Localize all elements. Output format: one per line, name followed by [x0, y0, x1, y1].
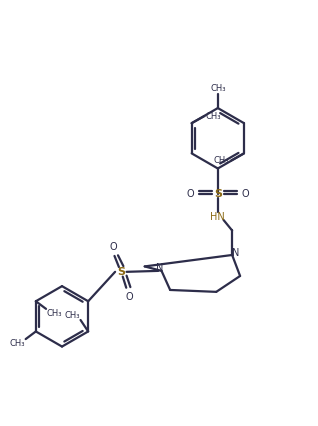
Text: CH₃: CH₃ [10, 340, 25, 348]
Text: O: O [187, 189, 195, 199]
Text: O: O [109, 242, 117, 252]
Text: CH₃: CH₃ [46, 309, 62, 318]
Text: O: O [125, 292, 133, 302]
Text: S: S [117, 267, 125, 277]
Text: CH₃: CH₃ [210, 83, 225, 92]
Text: N: N [232, 248, 240, 259]
Text: O: O [241, 189, 249, 199]
Text: CH₃: CH₃ [65, 311, 80, 320]
Text: S: S [214, 189, 222, 199]
Text: CH₃: CH₃ [206, 112, 221, 121]
Text: HN: HN [211, 212, 225, 222]
Text: CH₃: CH₃ [214, 156, 229, 165]
Text: N: N [156, 263, 164, 273]
